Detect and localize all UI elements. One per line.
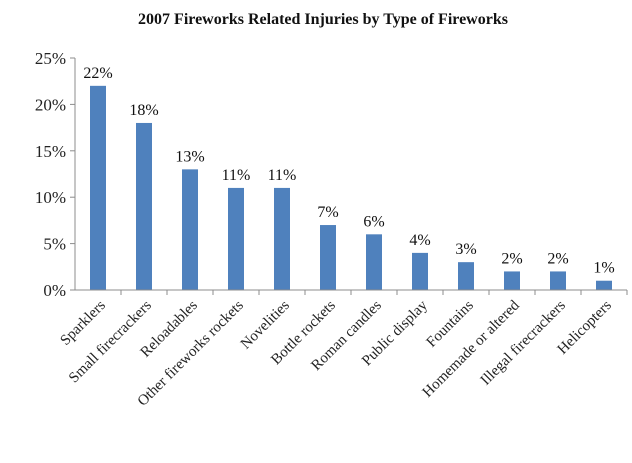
data-label: 18% [129, 102, 158, 119]
x-tick-label: Illegal firecrackers [478, 297, 569, 388]
data-label: 6% [363, 213, 384, 230]
y-tick-label: 20% [35, 95, 66, 114]
y-tick-label: 15% [35, 142, 66, 161]
x-tick-label: Small firecrackers [66, 297, 155, 386]
data-label: 13% [175, 148, 204, 165]
y-tick-label: 5% [43, 235, 66, 254]
data-label: 22% [83, 65, 112, 82]
y-axis: 0% 5% 10% 15% 20% 25% [35, 49, 76, 300]
bar [504, 271, 520, 290]
data-label: 4% [409, 232, 430, 249]
bars [90, 85, 612, 291]
bar [136, 122, 152, 291]
data-label: 11% [222, 167, 251, 184]
chart-title: 2007 Fireworks Related Injuries by Type … [138, 11, 508, 28]
y-tick-label: 10% [35, 188, 66, 207]
data-label: 2% [547, 250, 568, 267]
data-labels: 22% 18% 13% 11% 11% 7% 6% 4% 3% 2% 2% 1% [83, 65, 614, 277]
y-tick-label: 0% [43, 281, 66, 300]
y-tick-label: 25% [35, 49, 66, 68]
bar [596, 280, 612, 290]
data-label: 7% [317, 204, 338, 221]
bar [458, 262, 474, 290]
bar [274, 187, 290, 290]
data-label: 1% [593, 260, 614, 277]
bar [228, 187, 244, 290]
bar [366, 234, 382, 290]
bar [550, 271, 566, 290]
bar [320, 225, 336, 290]
bar [412, 252, 428, 290]
data-label: 3% [455, 241, 476, 258]
bar [90, 85, 106, 290]
bar [182, 169, 198, 290]
data-label: 11% [268, 167, 297, 184]
data-label: 2% [501, 250, 522, 267]
